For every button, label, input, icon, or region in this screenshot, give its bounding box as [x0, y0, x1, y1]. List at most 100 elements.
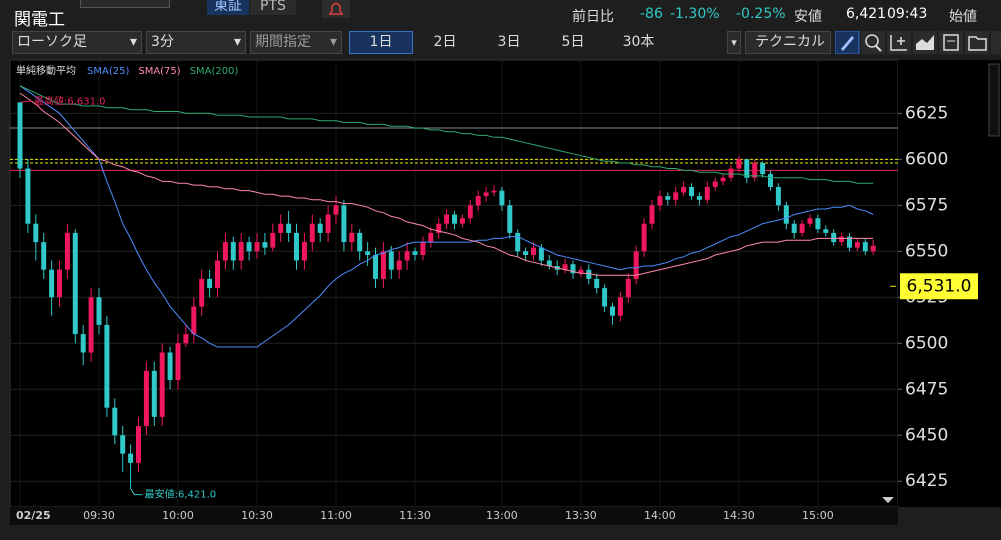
candle-body: [341, 205, 347, 243]
change-pct: -1.30%: [670, 6, 720, 22]
range-tab[interactable]: 1日: [349, 31, 413, 54]
candle-body: [673, 192, 679, 200]
x-tick-label: 14:30: [723, 509, 755, 522]
candle-body: [610, 306, 615, 316]
candle-body: [17, 102, 23, 169]
candle-body: [278, 223, 284, 233]
y-tick-label: 6575: [905, 195, 948, 215]
candle-body: [254, 242, 260, 252]
candle-body: [823, 229, 829, 233]
pts-button[interactable]: PTS: [250, 0, 296, 15]
candle-body: [586, 269, 592, 279]
candle-body: [712, 181, 718, 187]
candle-body: [120, 435, 126, 454]
candle-body: [799, 223, 805, 233]
legend-entry: SMA(200): [190, 66, 239, 77]
range-tab[interactable]: 2日: [413, 31, 477, 54]
candle-body: [791, 223, 797, 233]
candle-body: [752, 163, 758, 178]
candle-body: [744, 159, 750, 178]
candle-body: [349, 232, 355, 243]
x-tick-label: 10:00: [162, 509, 194, 522]
candle-body: [25, 168, 31, 224]
candle-body: [436, 223, 442, 233]
candle-body: [64, 232, 70, 270]
candle-body: [333, 205, 339, 215]
candle-body: [222, 242, 228, 261]
technical-dropdown[interactable]: ▾: [727, 31, 741, 54]
y-tick-label: 6625: [905, 103, 948, 123]
candle-body: [420, 242, 426, 255]
x-tick-label: 09:30: [83, 509, 115, 522]
candle-body: [404, 251, 410, 261]
candle-body: [602, 288, 608, 307]
y-tick-label: 6600: [905, 149, 948, 169]
x-tick-label: 15:00: [802, 509, 834, 522]
candle-body: [294, 232, 299, 261]
last-price-box: [900, 273, 978, 300]
candle-body: [491, 190, 497, 193]
candle-body: [617, 297, 623, 316]
candle-body: [215, 260, 220, 289]
candle-body: [80, 334, 86, 353]
x-tick-label: 11:30: [399, 509, 431, 522]
legend-entry: SMA(75): [138, 66, 180, 77]
candle-body: [760, 163, 766, 175]
candle-body: [483, 192, 489, 197]
candle-body: [428, 232, 434, 243]
candle-body: [309, 223, 315, 243]
candle-body: [365, 251, 371, 255]
symbol: 関電工: [14, 10, 65, 30]
candle-body: [49, 269, 55, 298]
candle-body: [546, 260, 552, 267]
candle-body: [704, 186, 710, 200]
candle-body: [499, 190, 505, 206]
x-tick-label: 10:30: [241, 509, 273, 522]
low-label: 安値: [794, 9, 822, 25]
low-value: 6,421: [846, 6, 887, 22]
last-price-label: 6,531.0: [907, 276, 972, 296]
candle-body: [167, 352, 173, 381]
change-pct2: -0.25%: [736, 6, 786, 22]
range-tab[interactable]: 30本: [605, 31, 672, 54]
chart-style-select[interactable]: ローソク足 ▾: [12, 31, 142, 54]
candle-body: [870, 245, 876, 252]
candle-body: [159, 352, 165, 417]
candle-body: [270, 232, 276, 248]
candle-body: [317, 223, 323, 233]
annotation-leader: [19, 100, 32, 103]
candle-body: [388, 251, 394, 270]
candle-body: [728, 168, 734, 178]
range-tab[interactable]: 3日: [477, 31, 541, 54]
y-tick-label: 6550: [905, 241, 948, 261]
x-tick-label: 13:30: [565, 509, 597, 522]
candle-body: [41, 242, 47, 270]
candle-body: [641, 223, 647, 252]
open-label: 始値: [949, 9, 977, 25]
period-select[interactable]: 期間指定 ▾: [250, 31, 342, 54]
candle-body: [72, 232, 78, 335]
candle-body: [151, 370, 157, 417]
period: 期間指定: [255, 34, 311, 50]
technical-button[interactable]: テクニカル: [745, 31, 831, 54]
alert-icon[interactable]: [322, 0, 350, 18]
candle-body: [246, 242, 252, 252]
range-tab[interactable]: 5日: [541, 31, 605, 54]
y-tick-label: 6475: [905, 379, 948, 399]
candle-body: [475, 196, 481, 206]
candle-body: [357, 232, 363, 252]
tool-icons[interactable]: [835, 31, 1001, 54]
market-button[interactable]: 東証: [207, 0, 249, 15]
candle-body: [467, 205, 473, 219]
sma-line: [19, 92, 874, 276]
candle-body: [396, 260, 402, 270]
interval-select[interactable]: 3分 ▾: [146, 31, 246, 54]
candle-body: [88, 297, 94, 353]
candle-body: [562, 264, 568, 270]
candle-body: [720, 177, 726, 182]
candle-body: [96, 297, 102, 325]
candle-body: [531, 247, 536, 255]
candle-body: [665, 196, 671, 200]
candle-body: [444, 214, 450, 224]
dropdown-button[interactable]: [80, 0, 170, 8]
